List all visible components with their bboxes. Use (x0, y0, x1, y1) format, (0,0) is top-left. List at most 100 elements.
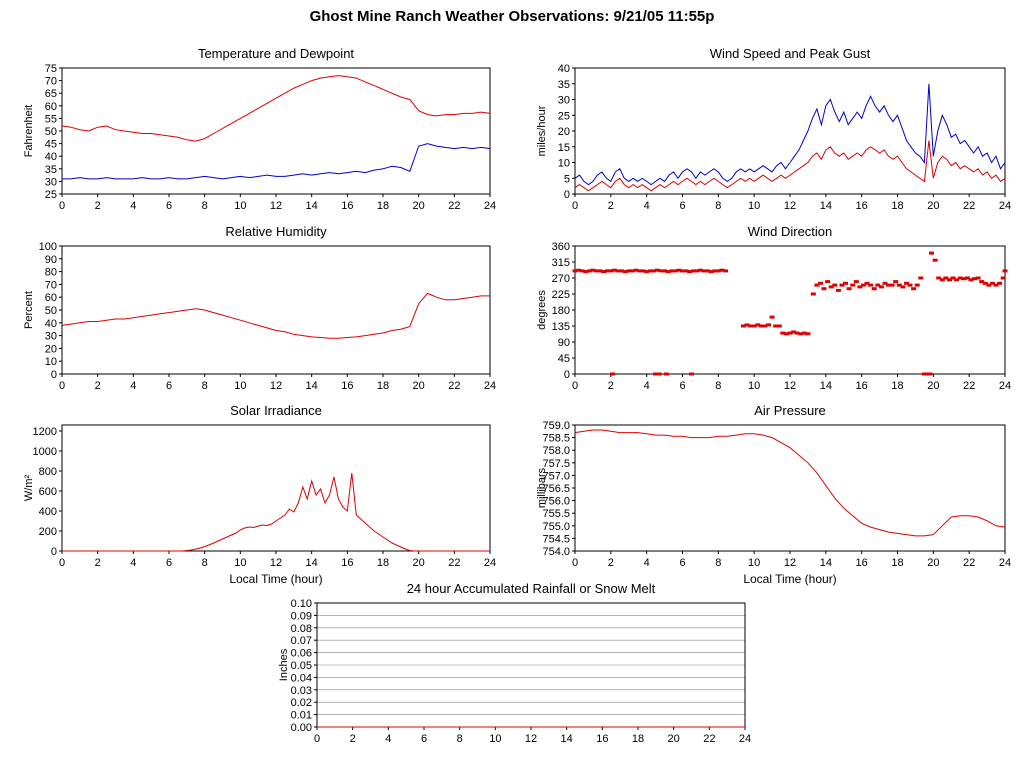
scatter-point (656, 372, 662, 376)
scatter-point (875, 283, 881, 287)
scatter-point (986, 283, 992, 287)
scatter-point (601, 270, 607, 274)
x-tick-label: 2 (95, 200, 101, 212)
x-tick-label: 12 (525, 733, 537, 745)
x-tick-label: 10 (748, 557, 760, 569)
chart-canvas-wind-speed-gust: Wind Speed and Peak Gust0510152025303540… (536, 46, 1011, 212)
scatter-point (629, 269, 635, 273)
scatter-point (712, 269, 718, 273)
x-tick-label: 6 (166, 200, 172, 212)
scatter-point (572, 269, 578, 273)
scatter-point (780, 331, 786, 335)
y-tick-label: 1200 (33, 426, 57, 438)
scatter-point (957, 276, 963, 280)
plot-frame (61, 245, 491, 375)
x-tick-label: 10 (748, 380, 760, 392)
y-tick-label: 0.09 (291, 610, 312, 622)
page-title: Ghost Mine Ranch Weather Observations: 9… (309, 8, 715, 25)
chart-canvas-accumulated-rainfall: 24 hour Accumulated Rainfall or Snow Mel… (278, 581, 751, 745)
x-tick-label: 0 (59, 557, 65, 569)
scatter-point (982, 281, 988, 285)
y-tick-label: 60 (45, 292, 57, 304)
y-tick-label: 35 (45, 164, 57, 176)
y-tick-label: 755.0 (542, 521, 570, 533)
plot-frame (574, 424, 1006, 552)
x-tick-label: 22 (448, 200, 460, 212)
y-tick-label: 0.01 (291, 710, 312, 722)
scatter-point (769, 315, 775, 319)
scatter-point (604, 269, 610, 273)
y-tick-label: 55 (45, 113, 57, 125)
x-tick-label: 18 (377, 200, 389, 212)
x-tick-label: 4 (130, 200, 136, 212)
scatter-point (783, 332, 789, 336)
y-tick-label: 30 (45, 176, 57, 188)
y-tick-label: 90 (45, 254, 57, 266)
y-tick-label: 754.0 (542, 546, 570, 558)
scatter-point (644, 270, 650, 274)
y-tick-label: 25 (558, 110, 570, 122)
scatter-point (950, 276, 956, 280)
series-line (61, 75, 491, 142)
x-tick-label: 4 (385, 733, 391, 745)
chart-title: 24 hour Accumulated Rainfall or Snow Mel… (407, 581, 656, 596)
y-tick-label: 0.00 (291, 722, 312, 734)
x-tick-label: 8 (715, 380, 721, 392)
scatter-point (954, 278, 960, 282)
scatter-point (818, 281, 823, 285)
scatter-point (705, 269, 711, 273)
y-tick-label: 35 (558, 79, 570, 91)
scatter-point (640, 269, 646, 273)
y-tick-label: 756.5 (542, 483, 570, 495)
x-tick-label: 2 (608, 380, 614, 392)
x-tick-label: 0 (572, 380, 578, 392)
x-tick-label: 6 (166, 380, 172, 392)
x-tick-label: 8 (715, 557, 721, 569)
scatter-point (843, 281, 848, 285)
scatter-point (993, 283, 999, 287)
x-tick-label: 14 (306, 557, 318, 569)
x-tick-label: 22 (448, 557, 460, 569)
y-tick-label: 754.5 (542, 533, 570, 545)
x-tick-label: 22 (963, 200, 975, 212)
series-line (62, 143, 491, 180)
x-tick-label: 12 (784, 557, 796, 569)
scatter-point (979, 280, 985, 284)
x-tick-label: 6 (421, 733, 427, 745)
x-tick-label: 16 (856, 200, 868, 212)
scatter-point (665, 270, 671, 274)
x-tick-label: 8 (202, 557, 208, 569)
scatter-point (689, 372, 694, 376)
x-tick-label: 0 (314, 733, 320, 745)
scatter-point (821, 287, 827, 291)
scatter-point (653, 372, 659, 376)
scatter-point (798, 332, 804, 336)
y-tick-label: 40 (45, 318, 57, 330)
x-tick-label: 22 (703, 733, 715, 745)
scatter-point (758, 324, 764, 328)
x-tick-label: 6 (679, 380, 685, 392)
series-line (61, 292, 490, 339)
scatter-point (608, 269, 614, 273)
x-tick-label: 20 (413, 380, 425, 392)
y-tick-label: 0.05 (291, 660, 312, 672)
x-tick-label: 16 (596, 733, 608, 745)
x-tick-label: 2 (350, 733, 356, 745)
y-axis-label: degrees (536, 290, 548, 330)
y-tick-label: 10 (558, 158, 570, 170)
x-tick-label: 10 (234, 200, 246, 212)
chart-title: Wind Direction (748, 224, 833, 239)
y-tick-label: 40 (45, 151, 57, 163)
chart-title: Relative Humidity (225, 224, 327, 239)
x-tick-label: 18 (891, 380, 903, 392)
scatter-point (929, 251, 934, 255)
x-tick-label: 14 (820, 200, 832, 212)
scatter-point (896, 283, 902, 287)
scatter-point (861, 283, 866, 287)
scatter-point (586, 269, 592, 273)
x-tick-label: 6 (679, 200, 685, 212)
y-tick-label: 600 (39, 486, 57, 498)
scatter-point (654, 268, 660, 272)
chart-canvas-temperature-dewpoint: Temperature and Dewpoint2530354045505560… (23, 46, 496, 212)
x-tick-label: 20 (927, 380, 939, 392)
